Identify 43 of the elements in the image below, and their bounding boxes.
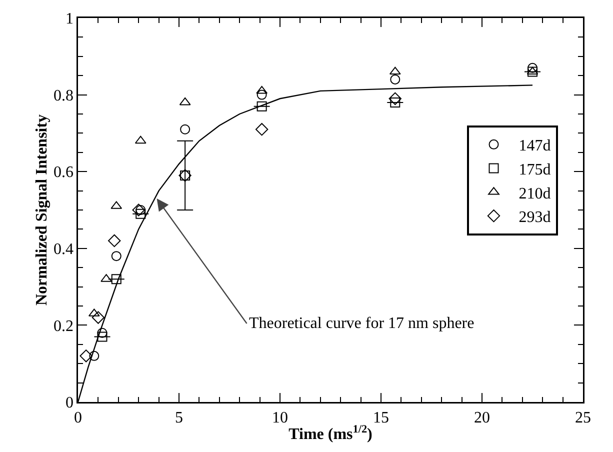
y-axis-title: Normalized Signal Intensity <box>34 114 51 306</box>
point <box>89 350 100 361</box>
point <box>108 234 121 248</box>
y-tick-label: 0.6 <box>54 164 74 182</box>
point <box>256 86 268 94</box>
y-tick-label: 0.4 <box>54 241 74 258</box>
point <box>136 208 146 219</box>
point <box>255 123 268 136</box>
y-tick-label: 0 <box>66 394 74 412</box>
point <box>136 205 146 215</box>
point <box>111 274 122 284</box>
legend-label: 175d <box>518 161 551 178</box>
point <box>256 101 267 112</box>
y-tick-label: 0.8 <box>54 87 74 104</box>
annotation: Theoretical curve for 17 nm sphere <box>249 315 474 332</box>
point <box>390 97 400 108</box>
point <box>134 136 146 144</box>
point <box>111 251 122 262</box>
point <box>180 124 190 134</box>
x-tick-label: 10 <box>272 410 288 426</box>
point <box>256 90 267 100</box>
point <box>389 66 401 75</box>
point <box>388 92 402 105</box>
x-tick-label: 15 <box>373 410 389 426</box>
x-tick-label: 25 <box>575 410 591 426</box>
point <box>179 97 191 106</box>
point <box>390 74 400 84</box>
x-tick-label: 5 <box>175 410 183 426</box>
legend-label: 210d <box>518 185 551 202</box>
y-tick-label: 1 <box>66 10 74 28</box>
legend-label: 147d <box>518 138 551 155</box>
legend-label: 293d <box>518 209 551 226</box>
point <box>528 62 538 73</box>
x-axis-title: Time (ms$^{1/2}$) <box>288 423 372 444</box>
x-tick-label: 20 <box>474 410 490 426</box>
point <box>97 328 108 338</box>
point <box>526 66 538 75</box>
point <box>132 204 145 216</box>
point <box>528 66 538 77</box>
point <box>80 350 92 362</box>
point <box>97 332 108 342</box>
point <box>92 311 105 324</box>
y-tick-label: 0.2 <box>54 318 74 335</box>
